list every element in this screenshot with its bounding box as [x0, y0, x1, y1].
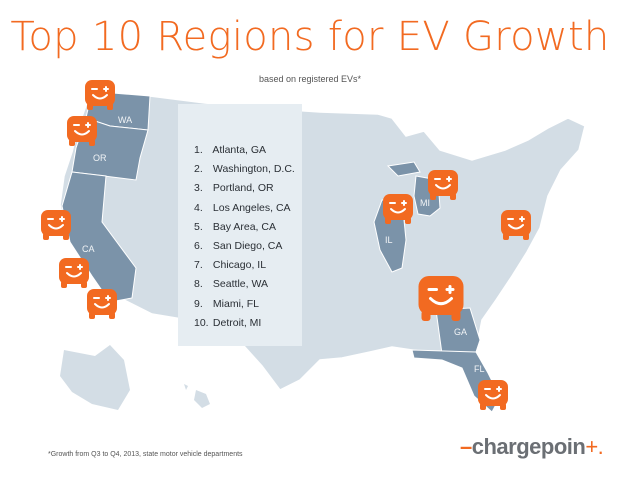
region-name: Los Angeles, CA [212, 201, 291, 214]
region-name: Detroit, MI [212, 316, 262, 329]
region-name: Atlanta, GA [212, 144, 267, 156]
rank-number: 5. [194, 220, 203, 233]
region-name: Washington, D.C. [212, 163, 295, 176]
rank-number: 4. [194, 201, 203, 214]
state-label: IL [385, 235, 393, 245]
state-label: GA [454, 327, 467, 337]
state-label: WA [118, 115, 132, 125]
ranking-list: 1. Atlanta, GA 2. Washington, D.C. 3. Po… [194, 141, 295, 333]
ranking-item: 10. Detroit, MI [194, 314, 295, 333]
ranking-item: 6. San Diego, CA [194, 237, 295, 256]
state-label: FL [474, 364, 485, 374]
ranking-item: 9. Miami, FL [194, 295, 295, 314]
atlanta-car-icon [414, 270, 468, 324]
ranking-item: 8. Seattle, WA [194, 275, 295, 294]
rank-number: 6. [194, 239, 203, 252]
subtitle: based on registered EVs* [258, 74, 362, 84]
portland-car-icon [64, 112, 100, 148]
detroit-car-icon [425, 166, 461, 202]
rank-number: 8. [194, 278, 203, 291]
ranking-item: 3. Portland, OR [194, 179, 295, 198]
bay-area-car-icon [38, 206, 74, 242]
state-ga [435, 307, 481, 355]
washington-dc-car-icon [498, 206, 534, 242]
rank-number: 1. [194, 144, 203, 156]
logo-plus: +. [585, 434, 604, 459]
seattle-car-icon [82, 76, 118, 112]
ranking-item: 2. Washington, D.C. [194, 160, 295, 179]
rank-number: 10. [194, 316, 209, 329]
state-label: OR [93, 153, 107, 163]
hawaii [184, 384, 210, 408]
logo-text: chargepoin [471, 434, 586, 459]
rank-number: 7. [194, 259, 203, 272]
ranking-item: 1. Atlanta, GA [194, 141, 295, 160]
logo-dash: – [460, 434, 472, 459]
page-title: Top 10 Regions for EV Growth [10, 14, 610, 60]
region-name: Portland, OR [212, 182, 274, 195]
ranking-item: 5. Bay Area, CA [194, 218, 295, 237]
ranking-item: 7. Chicago, IL [194, 256, 295, 275]
region-name: Chicago, IL [212, 259, 267, 272]
ranking-item: 4. Los Angeles, CA [194, 199, 295, 218]
region-name: Bay Area, CA [212, 220, 276, 233]
rank-number: 9. [194, 297, 203, 310]
rank-number: 2. [194, 163, 203, 176]
state-label: CA [82, 244, 95, 254]
ranking-panel [178, 104, 302, 346]
region-name: San Diego, CA [212, 239, 283, 252]
alaska [60, 345, 130, 410]
footnote: *Growth from Q3 to Q4, 2013, state motor… [48, 451, 243, 458]
chargepoint-logo: –chargepoin+. [460, 434, 604, 460]
los-angeles-car-icon [56, 254, 92, 290]
rank-number: 3. [194, 182, 203, 195]
region-name: Seattle, WA [212, 278, 268, 291]
miami-car-icon [475, 376, 511, 412]
region-name: Miami, FL [212, 297, 260, 310]
state-label: MI [420, 198, 430, 208]
san-diego-car-icon [84, 285, 120, 321]
chicago-car-icon [380, 190, 416, 226]
